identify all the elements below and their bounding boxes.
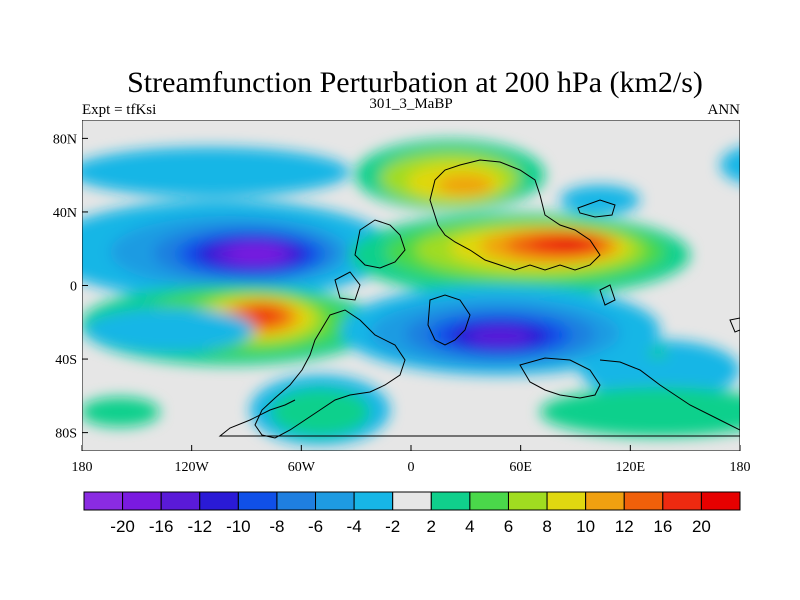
map-panel [82,120,740,451]
y-tick-label: 0 [70,280,77,295]
y-tick-label: 40S [55,353,77,368]
colorbar-swatch [623,491,664,511]
colorbar-label: -4 [347,517,362,536]
colorbar-swatch [83,491,124,511]
contour-fields [82,140,740,445]
colorbar-label: -2 [385,517,400,536]
colorbar-swatch [662,491,702,511]
colorbar-swatch [546,491,587,511]
colorbar-label: 8 [542,517,551,536]
case-label: 301_3_MaBP [369,96,452,112]
x-tick-label: 180 [730,460,751,475]
colorbar-label: 16 [653,517,672,536]
colorbar-label: 6 [504,517,513,536]
x-tick-label: 180 [72,460,93,475]
contour-asian-high [350,213,690,297]
x-tick-label: 60E [509,460,532,475]
contour-north-pacific-low [82,200,395,300]
chart-title: Streamfunction Perturbation at 200 hPa (… [127,66,703,99]
colorbar-swatch [700,491,741,511]
colorbar-label: -10 [226,517,251,536]
contour-siberian-high [355,140,545,210]
colorbar-swatch [237,491,278,511]
x-tick-label: 120E [616,460,646,475]
colorbar-label: 4 [465,517,474,536]
colorbar-label: 12 [615,517,634,536]
colorbar-label: 20 [692,517,711,536]
colorbar-label: 2 [427,517,436,536]
colorbar-swatch [199,491,239,511]
x-tick-label: 120W [175,460,210,475]
colorbar-swatch [122,491,162,511]
x-tick-label: 60W [288,460,316,475]
colorbar-swatch [392,491,432,511]
y-tick-label: 80S [55,427,77,442]
coastlines [218,159,740,439]
season-label: ANN [708,102,741,118]
contour-indian-ocean-low [370,298,620,368]
colorbar-label: -12 [187,517,212,536]
colorbar: -20 -16 -12 -10 -8 -6 -4 -2 2 4 6 8 10 12 16 20 [83,491,741,536]
x-tick-label: 0 [408,460,415,475]
colorbar-swatch [507,491,548,511]
colorbar-swatch [469,491,509,511]
y-tick-label: 40N [53,206,77,221]
colorbar-label: -20 [110,517,135,536]
colorbar-label: -8 [269,517,284,536]
axes: 180 120W 60W 0 60E 120E 180 80N 40N 0 40S 80S [53,132,751,475]
colorbar-swatch [353,491,394,511]
colorbar-swatch [276,491,317,511]
colorbar-swatch [585,491,625,511]
y-tick-label: 80N [53,132,77,147]
colorbar-label: -16 [149,517,174,536]
colorbar-swatch [160,491,201,511]
colorbar-label: 10 [576,517,595,536]
colorbar-label: -6 [308,517,323,536]
experiment-label: Expt = tfKsi [82,102,156,118]
colorbar-swatch [430,491,471,511]
colorbar-swatch [315,491,355,511]
